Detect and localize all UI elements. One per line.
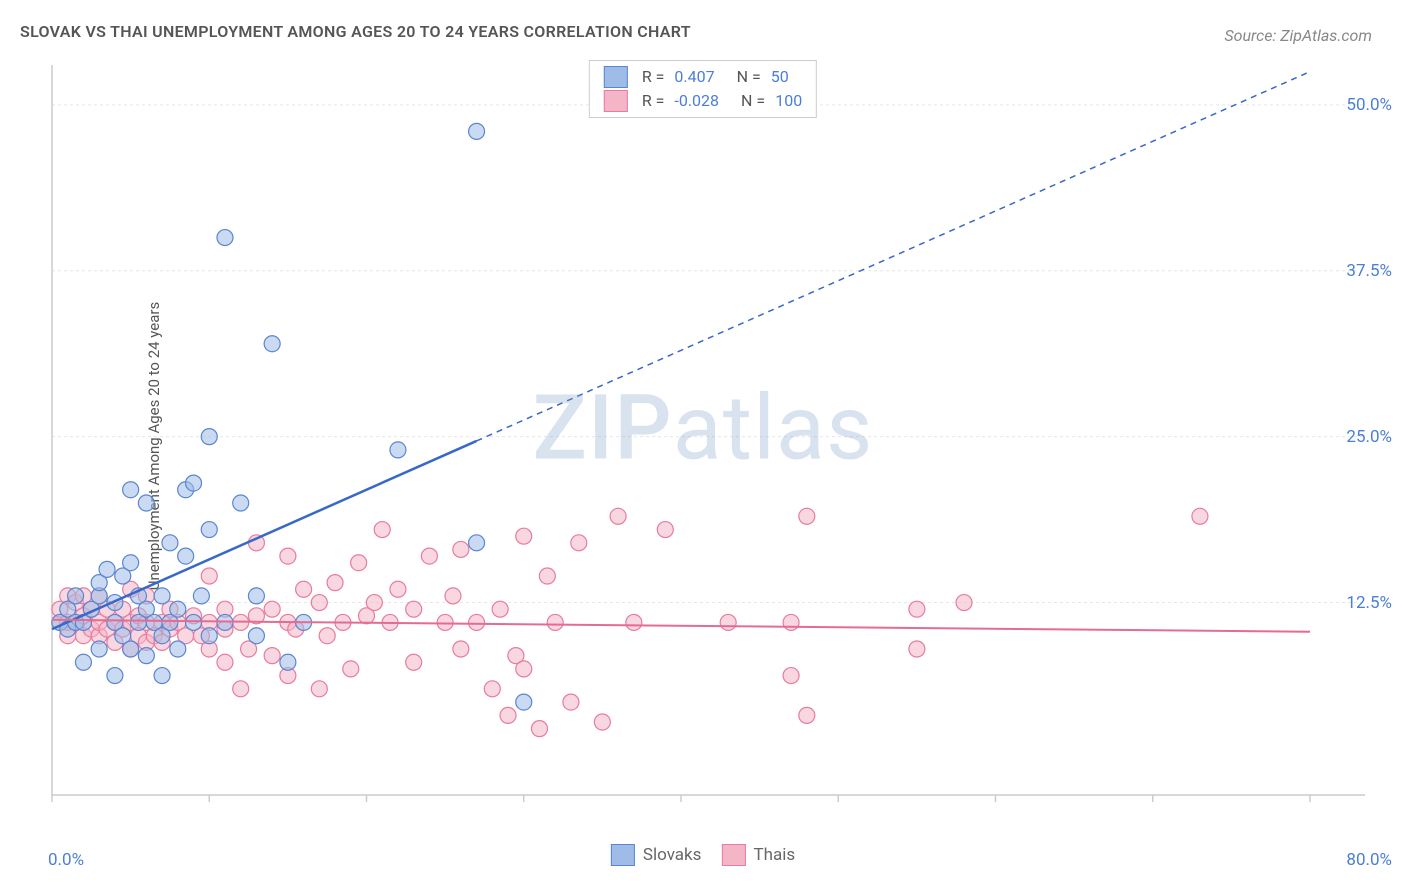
x-max-label: 80.0% bbox=[1346, 850, 1392, 870]
x-origin-label: 0.0% bbox=[48, 850, 84, 870]
y-tick-label: 12.5% bbox=[1346, 593, 1392, 613]
correlation-legend: R = 0.407 N = 50 R = -0.028 N = 100 bbox=[589, 60, 817, 118]
y-tick-label: 37.5% bbox=[1346, 261, 1392, 281]
legend-row-slovaks: R = 0.407 N = 50 bbox=[604, 65, 802, 89]
swatch-thais bbox=[604, 90, 628, 112]
swatch-slovaks bbox=[604, 66, 628, 88]
y-tick-label: 50.0% bbox=[1346, 95, 1392, 115]
scatter-chart bbox=[50, 55, 1370, 825]
swatch-slovaks-bottom bbox=[611, 844, 635, 866]
legend-label-slovaks: Slovaks bbox=[643, 845, 702, 865]
r-label: R = bbox=[642, 65, 665, 89]
y-tick-label: 25.0% bbox=[1346, 427, 1392, 447]
n-value-thais: 100 bbox=[775, 89, 802, 113]
r-label: R = bbox=[642, 89, 665, 113]
source-attribution: Source: ZipAtlas.com bbox=[1224, 26, 1372, 45]
n-label: N = bbox=[737, 65, 761, 89]
n-label: N = bbox=[741, 89, 765, 113]
r-value-thais: -0.028 bbox=[674, 89, 719, 113]
legend-item-thais: Thais bbox=[721, 844, 795, 866]
chart-title: SLOVAK VS THAI UNEMPLOYMENT AMONG AGES 2… bbox=[20, 22, 691, 41]
r-value-slovaks: 0.407 bbox=[674, 65, 714, 89]
swatch-thais-bottom bbox=[721, 844, 745, 866]
chart-area bbox=[50, 55, 1370, 825]
legend-item-slovaks: Slovaks bbox=[611, 844, 702, 866]
series-legend: Slovaks Thais bbox=[611, 844, 795, 866]
legend-row-thais: R = -0.028 N = 100 bbox=[604, 89, 802, 113]
n-value-slovaks: 50 bbox=[771, 65, 789, 89]
legend-label-thais: Thais bbox=[753, 845, 795, 865]
